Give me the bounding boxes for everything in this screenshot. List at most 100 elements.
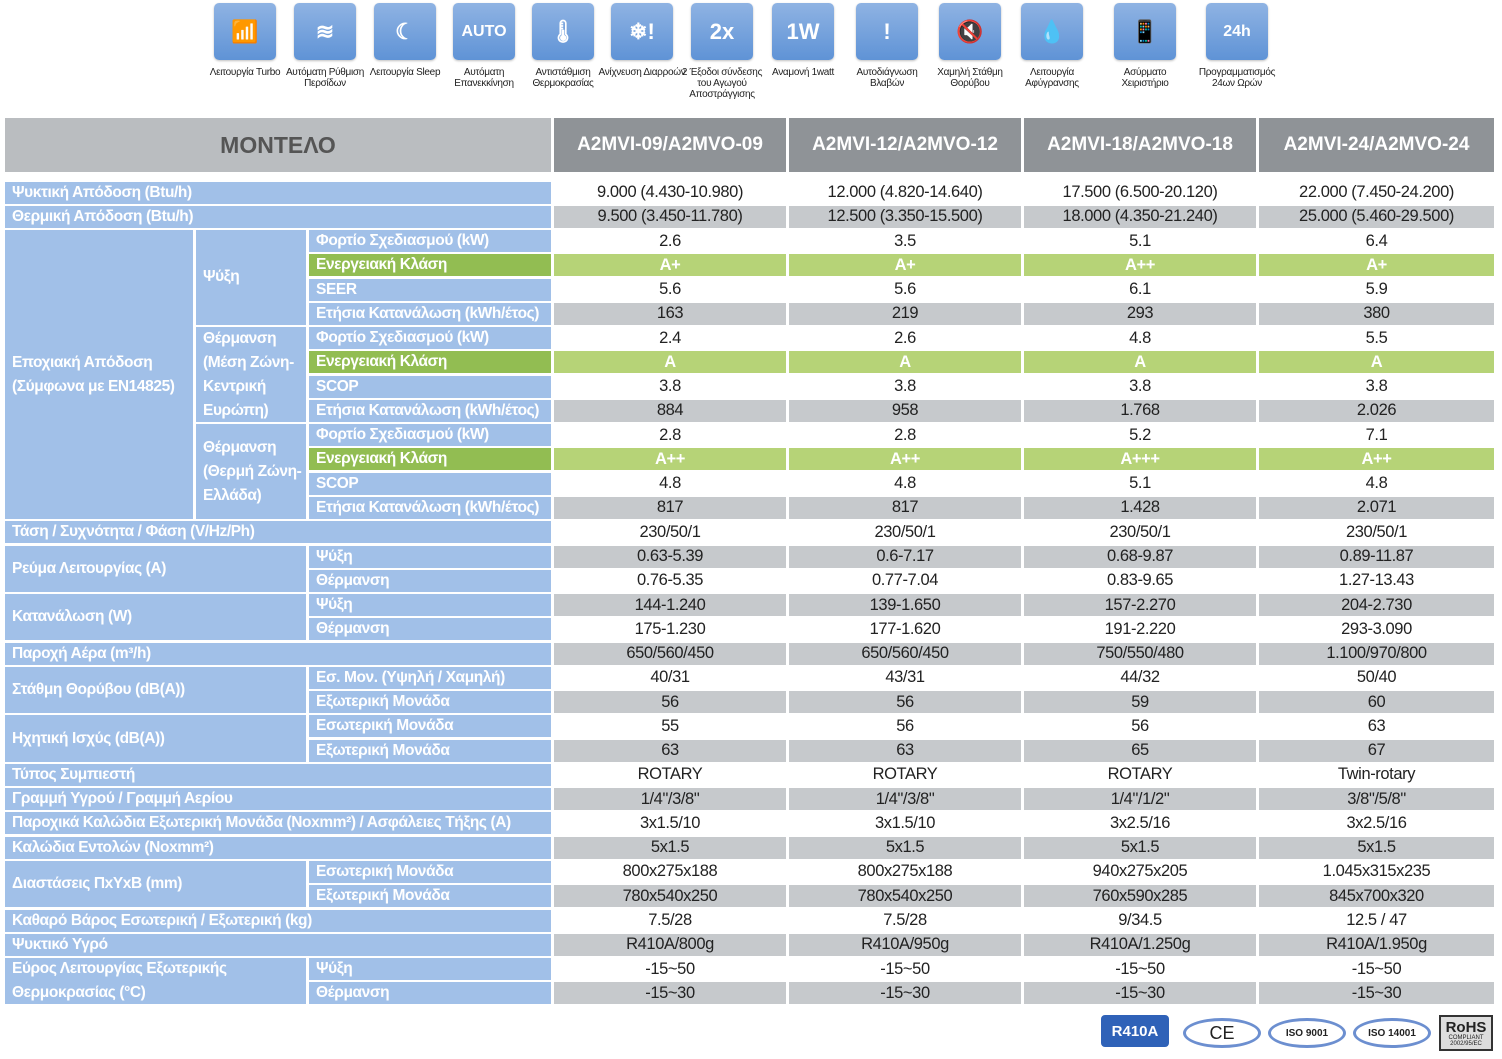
model-column-header: A2MVI-24/A2MVO-24 [1259,118,1494,172]
feature-label: Αυτόματη Επανεκκίνηση [454,67,514,89]
spec-group-label: Ρεύμα Λειτουργίας (A) [5,545,306,592]
spec-sublabel: Ενεργειακή Κλάση [309,351,551,374]
spec-value-cell: 0.6-7.17 [789,545,1021,568]
leak-detection-icon: ❄! [611,3,673,60]
spec-sublabel: Ψύξη [309,545,551,568]
spec-value-cell: 9.500 (3.450-11.780) [554,205,786,228]
iso14001-badge: ISO 14001 [1353,1018,1431,1048]
remote-control-icon: 📱 [1114,3,1176,60]
spec-value-cell: 7.1 [1259,424,1494,447]
spec-value-cell: 56 [789,691,1021,714]
feature-auto-restart: AUTO Αυτόματη Επανεκκίνηση [439,3,529,89]
model-column-header: A2MVI-18/A2MVO-18 [1024,118,1256,172]
spec-value-cell: A [1259,351,1494,374]
spec-value-cell: R410A/800g [554,933,786,956]
spec-value-cell: 67 [1259,739,1494,762]
spec-value-cell: 6.4 [1259,230,1494,253]
certification-badges: R410A CE ISO 9001 ISO 14001 RoHS COMPLIA… [0,1015,1502,1051]
spec-value-cell: 3.8 [1259,375,1494,398]
spec-value-cell: 18.000 (4.350-21.240) [1024,205,1256,228]
spec-sublabel: SCOP [309,472,551,495]
spec-value-cell: 5.5 [1259,327,1494,350]
spec-value-cell: 4.8 [1259,472,1494,495]
feature-turbo-chart: 📶 Λειτουργία Turbo [200,3,290,78]
spec-sublabel: Θέρμανση [309,618,551,641]
spec-value-cell: 59 [1024,691,1256,714]
timer-24h-icon: 24h [1206,3,1268,60]
spec-value-cell: A+++ [1024,448,1256,471]
spec-value-cell: -15~50 [1024,958,1256,981]
spec-value-cell: 293 [1024,302,1256,325]
spec-value-cell: -15~30 [554,982,786,1005]
spec-value-cell: 0.76-5.35 [554,569,786,592]
spec-value-cell: 0.63-5.39 [554,545,786,568]
spec-label: Ψυκτική Απόδοση (Btu/h) [5,181,551,204]
spec-sublabel: Ενεργειακή Κλάση [309,448,551,471]
spec-value-cell: ROTARY [1024,763,1256,786]
spec-value-cell: 4.8 [1024,327,1256,350]
spec-value-cell: 1.27-13.43 [1259,569,1494,592]
spec-sublabel: SEER [309,278,551,301]
spec-value-cell: ROTARY [789,763,1021,786]
feature-label: Αυτοδιάγνωση Βλαβών [856,67,918,89]
spec-value-cell: -15~50 [789,958,1021,981]
feature-dehumidify: 💧 Λειτουργία Αφύγρανσης [1007,3,1097,89]
spec-value-cell: 7.5/28 [554,909,786,932]
spec-label: Θερμική Απόδοση (Btu/h) [5,205,551,228]
spec-value-cell: 5.2 [1024,424,1256,447]
spec-value-cell: 845x700x320 [1259,885,1494,908]
spec-value-cell: 5.6 [789,278,1021,301]
spec-value-cell: 65 [1024,739,1256,762]
spec-value-cell: 5x1.5 [554,836,786,859]
spec-value-cell: 3.5 [789,230,1021,253]
spec-value-cell: 9.000 (4.430-10.980) [554,181,786,204]
feature-label: Χαμηλή Στάθμη Θορύβου [937,67,1003,89]
rohs-badge: RoHS COMPLIANT 2002/95/EC [1439,1015,1493,1051]
feature-label: Ανίχνευση Διαρροών [598,67,686,78]
spec-value-cell: 12.000 (4.820-14.640) [789,181,1021,204]
spec-value-cell: 380 [1259,302,1494,325]
spec-label: Τάση / Συχνότητα / Φάση (V/Hz/Ph) [5,521,551,544]
spec-sublabel: Εξωτερική Μονάδα [309,739,551,762]
spec-value-cell: 3x2.5/16 [1024,812,1256,835]
spec-value-cell: 800x275x188 [554,860,786,883]
spec-value-cell: 0.89-11.87 [1259,545,1494,568]
spec-group-label: Στάθμη Θορύβου (dB(A)) [5,666,306,714]
feature-power-standby: 1W Αναμονή 1watt [758,3,848,78]
spec-value-cell: A [789,351,1021,374]
spec-value-cell: 230/50/1 [789,521,1021,544]
spec-value-cell: 2.6 [554,230,786,253]
spec-label: Τύπος Συμπιεστή [5,763,551,786]
spec-value-cell: A++ [789,448,1021,471]
spec-sublabel: Θέρμανση [309,982,551,1005]
spec-value-cell: 204-2.730 [1259,594,1494,617]
feature-label: Λειτουργία Sleep [369,67,441,78]
spec-value-cell: 2.4 [554,327,786,350]
spec-value-cell: 63 [789,739,1021,762]
feature-thermometer: 🌡 Αντιστάθμιση Θερμοκρασίας [518,3,608,89]
spec-value-cell: 230/50/1 [1024,521,1256,544]
model-column-header: A2MVI-09/A2MVO-09 [554,118,786,172]
spec-value-cell: 6.1 [1024,278,1256,301]
spec-value-cell: 2.6 [789,327,1021,350]
spec-value-cell: -15~30 [1259,982,1494,1005]
spec-value-cell: 1.045x315x235 [1259,860,1494,883]
feature-label: Αντιστάθμιση Θερμοκρασίας [532,67,594,89]
feature-icons-row: 📶 Λειτουργία Turbo ≋ Αυτόματη Ρύθμιση Περσί… [0,0,1502,115]
spec-value-cell: R410A/950g [789,933,1021,956]
spec-label: Ψυκτικό Υγρό [5,933,551,956]
feature-remote-control: 📱 Ασύρματο Χειριστήριο [1100,3,1190,89]
feature-label: Αυτόματη Ρύθμιση Περσίδων [285,67,365,89]
spec-value-cell: 63 [1259,715,1494,738]
spec-value-cell: 0.83-9.65 [1024,569,1256,592]
spec-value-cell: 139-1.650 [789,594,1021,617]
feature-label: 2 Έξοδοι σύνδεσης του Αγωγού Αποστράγγισ… [681,67,763,100]
spec-sublabel: Εσωτερική Μονάδα [309,860,551,883]
spec-value-cell: 4.8 [789,472,1021,495]
auto-restart-icon: AUTO [453,3,515,60]
feature-leak-detection: ❄! Ανίχνευση Διαρροών [597,3,687,78]
spec-value-cell: 5x1.5 [1024,836,1256,859]
spec-label: Παροχικά Καλώδια Εξωτερική Μονάδα (Noxmm… [5,812,551,835]
spec-value-cell: 958 [789,399,1021,422]
spec-sublabel: Ετήσια Κατανάλωση (kWh/έτος) [309,399,551,422]
